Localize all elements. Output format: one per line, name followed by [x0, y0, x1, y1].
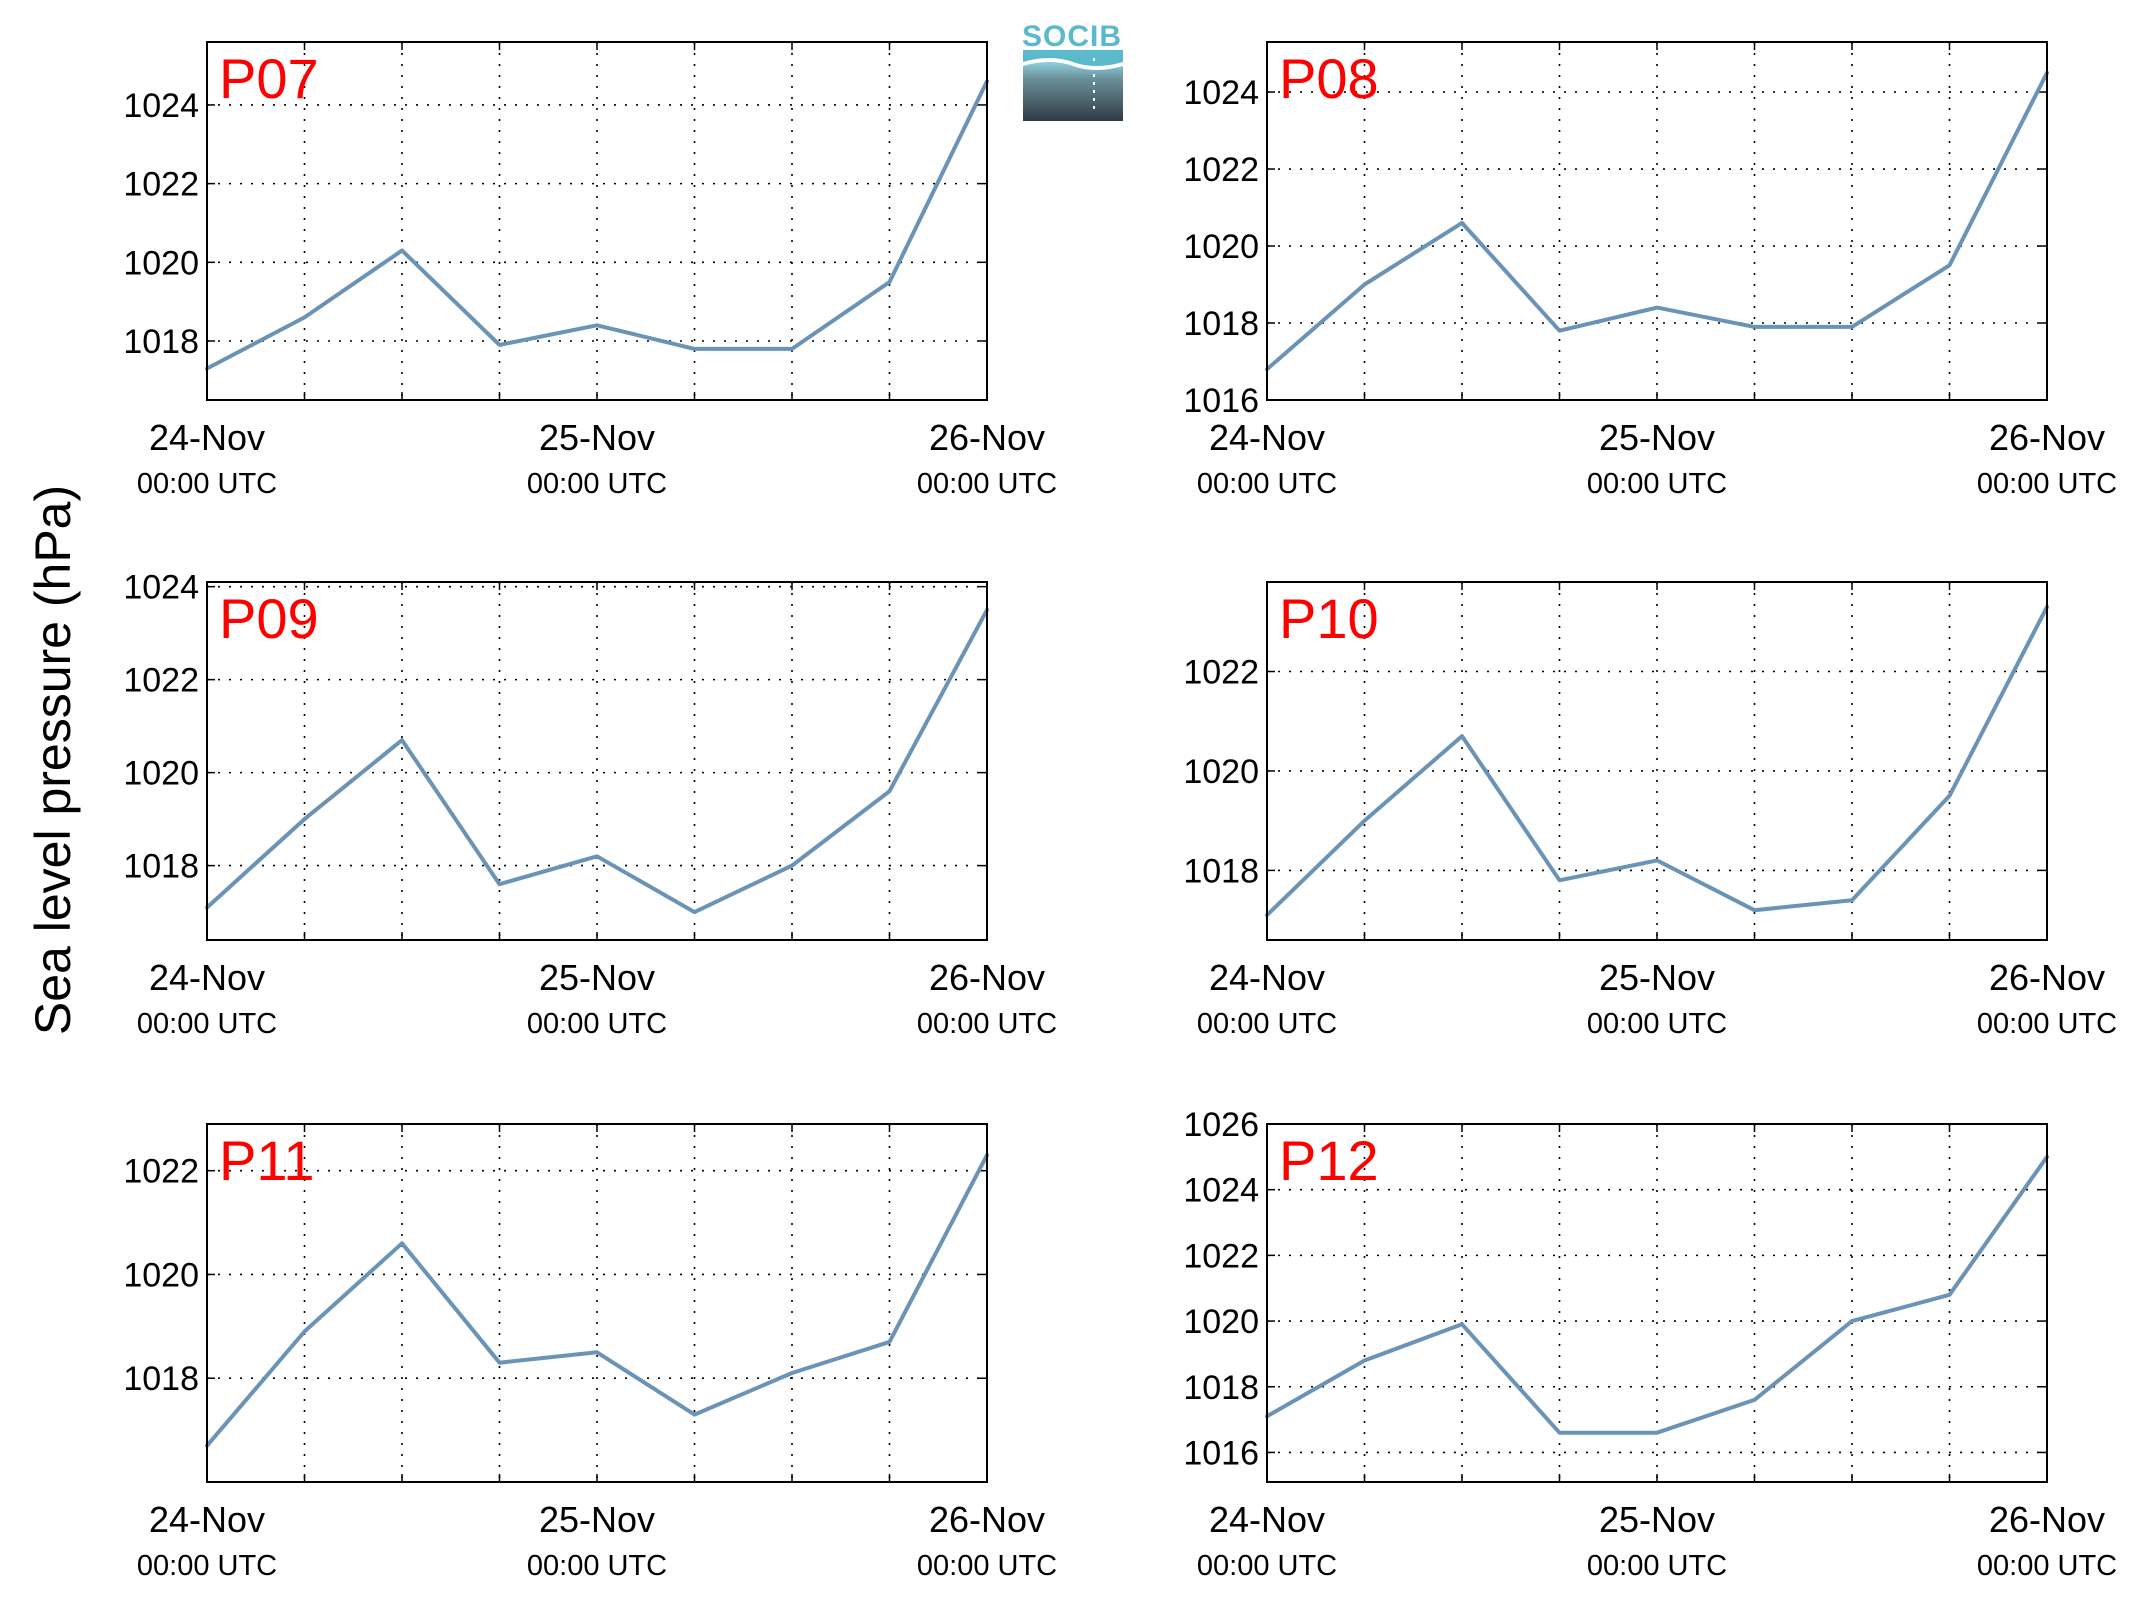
panel-p10: 1018 1020 1022 24-Nov 00:00 UTC 25-Nov 00:00 U… — [1183, 581, 2117, 1040]
x-tick-label: 25-Nov — [539, 1499, 655, 1540]
panel-label: P09 — [219, 587, 319, 650]
y-tick-label: 1024 — [123, 87, 199, 125]
logo-text: SOCIB — [1022, 20, 1122, 53]
x-tick-label: 25-Nov — [1599, 957, 1715, 998]
x-tick-label: 24-Nov — [1209, 957, 1325, 998]
y-tick-label: 1020 — [1183, 228, 1259, 266]
x-tick-label: 26-Nov — [929, 957, 1045, 998]
x-tick-label: 26-Nov — [1989, 957, 2105, 998]
x-tick-label: 24-Nov — [149, 957, 265, 998]
x-tick-time-label: 00:00 UTC — [917, 1008, 1057, 1040]
panel-label: P11 — [219, 1129, 314, 1192]
y-tick-label: 1018 — [123, 848, 199, 886]
x-tick-time-label: 00:00 UTC — [137, 1008, 277, 1040]
y-tick-label: 1024 — [123, 569, 199, 607]
panel-p09: 1018 1020 1022 1024 24-Nov 00:00 UTC 25-Nov 00:… — [123, 569, 1057, 1040]
panel-label: P08 — [1279, 47, 1379, 110]
series-line — [1265, 1154, 2049, 1435]
y-tick-label: 1022 — [123, 166, 199, 204]
x-tick-time-label: 00:00 UTC — [1587, 468, 1727, 500]
y-tick-label: 1020 — [1183, 1303, 1259, 1341]
x-tick-time-label: 00:00 UTC — [527, 1008, 667, 1040]
axes-frame — [1266, 581, 2048, 941]
x-tick-time-label: 00:00 UTC — [917, 1550, 1057, 1582]
y-tick-label: 1022 — [1183, 151, 1259, 189]
y-tick-label: 1024 — [1183, 74, 1259, 112]
axes-frame — [206, 581, 988, 941]
socib-logo: SOCIB — [1022, 20, 1123, 121]
x-tick-time-label: 00:00 UTC — [1197, 1008, 1337, 1040]
y-tick-label: 1020 — [1183, 753, 1259, 791]
panel-p08: 1016 1018 1020 1022 1024 24-Nov 00:00 UTC 25-No… — [1183, 41, 2117, 500]
y-axis-label: Sea level pressure (hPa) — [25, 485, 81, 1035]
y-tick-label: 1016 — [1183, 382, 1259, 420]
axes-frame — [1266, 1123, 2048, 1483]
y-tick-label: 1024 — [1183, 1172, 1259, 1210]
panel-p11: 1018 1020 1022 24-Nov 00:00 UTC 25-Nov 00:00 U… — [123, 1123, 1057, 1582]
x-tick-time-label: 00:00 UTC — [1977, 1008, 2117, 1040]
y-tick-label: 1016 — [1183, 1434, 1259, 1472]
x-tick-time-label: 00:00 UTC — [1587, 1008, 1727, 1040]
axes-frame — [206, 1123, 988, 1483]
y-tick-label: 1020 — [123, 755, 199, 793]
y-tick-label: 1018 — [123, 323, 199, 361]
x-tick-time-label: 00:00 UTC — [527, 468, 667, 500]
x-tick-time-label: 00:00 UTC — [1977, 468, 2117, 500]
x-tick-label: 25-Nov — [539, 957, 655, 998]
x-tick-time-label: 00:00 UTC — [1197, 468, 1337, 500]
x-tick-time-label: 00:00 UTC — [1977, 1550, 2117, 1582]
axes-frame — [1266, 41, 2048, 401]
x-tick-label: 26-Nov — [929, 1499, 1045, 1540]
y-tick-label: 1020 — [123, 244, 199, 282]
series-line — [1265, 604, 2049, 918]
axes-frame — [206, 41, 988, 401]
series-line — [205, 607, 989, 915]
series-line — [1265, 70, 2049, 372]
y-tick-label: 1020 — [123, 1256, 199, 1294]
x-tick-time-label: 00:00 UTC — [527, 1550, 667, 1582]
panel-label: P12 — [1279, 1129, 1379, 1192]
series-line — [205, 1153, 989, 1448]
x-tick-label: 26-Nov — [1989, 1499, 2105, 1540]
y-tick-label: 1022 — [123, 662, 199, 700]
panel-p07: 1018 1020 1022 1024 24-Nov 00:00 UTC 25-Nov 00:… — [123, 41, 1057, 500]
series-line — [205, 79, 989, 371]
x-tick-label: 25-Nov — [1599, 1499, 1715, 1540]
x-tick-label: 24-Nov — [1209, 1499, 1325, 1540]
x-tick-time-label: 00:00 UTC — [137, 1550, 277, 1582]
x-tick-label: 26-Nov — [1989, 417, 2105, 458]
panel-label: P10 — [1279, 587, 1379, 650]
x-tick-label: 25-Nov — [1599, 417, 1715, 458]
x-tick-label: 24-Nov — [149, 1499, 265, 1540]
y-tick-label: 1022 — [1183, 654, 1259, 692]
x-tick-label: 25-Nov — [539, 417, 655, 458]
x-tick-time-label: 00:00 UTC — [1587, 1550, 1727, 1582]
y-tick-label: 1018 — [1183, 852, 1259, 890]
x-tick-label: 26-Nov — [929, 417, 1045, 458]
x-tick-time-label: 00:00 UTC — [917, 468, 1057, 500]
y-tick-label: 1018 — [123, 1360, 199, 1398]
x-tick-label: 24-Nov — [149, 417, 265, 458]
y-tick-label: 1022 — [123, 1153, 199, 1191]
y-tick-label: 1022 — [1183, 1237, 1259, 1275]
y-tick-label: 1018 — [1183, 1369, 1259, 1407]
panel-p12: 1016 1018 1020 1022 1024 1026 24-Nov 00:00 UTC 2… — [1183, 1106, 2117, 1582]
panel-label: P07 — [219, 47, 319, 110]
x-tick-time-label: 00:00 UTC — [137, 468, 277, 500]
y-tick-label: 1026 — [1183, 1106, 1259, 1144]
x-tick-time-label: 00:00 UTC — [1197, 1550, 1337, 1582]
x-tick-label: 24-Nov — [1209, 417, 1325, 458]
y-tick-label: 1018 — [1183, 305, 1259, 343]
